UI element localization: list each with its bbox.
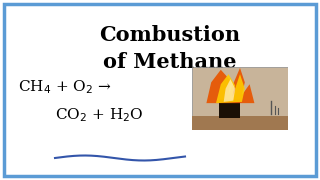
- FancyBboxPatch shape: [192, 67, 288, 130]
- FancyBboxPatch shape: [192, 116, 288, 130]
- Text: of Methane: of Methane: [103, 52, 237, 72]
- Text: Combustion: Combustion: [100, 25, 241, 45]
- Text: CO$_2$ + H$_2$O: CO$_2$ + H$_2$O: [55, 106, 143, 124]
- Text: CH$_4$ + O$_2$ →: CH$_4$ + O$_2$ →: [18, 78, 112, 96]
- FancyBboxPatch shape: [219, 99, 240, 118]
- FancyBboxPatch shape: [4, 4, 316, 176]
- Polygon shape: [206, 68, 254, 103]
- Polygon shape: [224, 79, 235, 102]
- Polygon shape: [216, 74, 245, 103]
